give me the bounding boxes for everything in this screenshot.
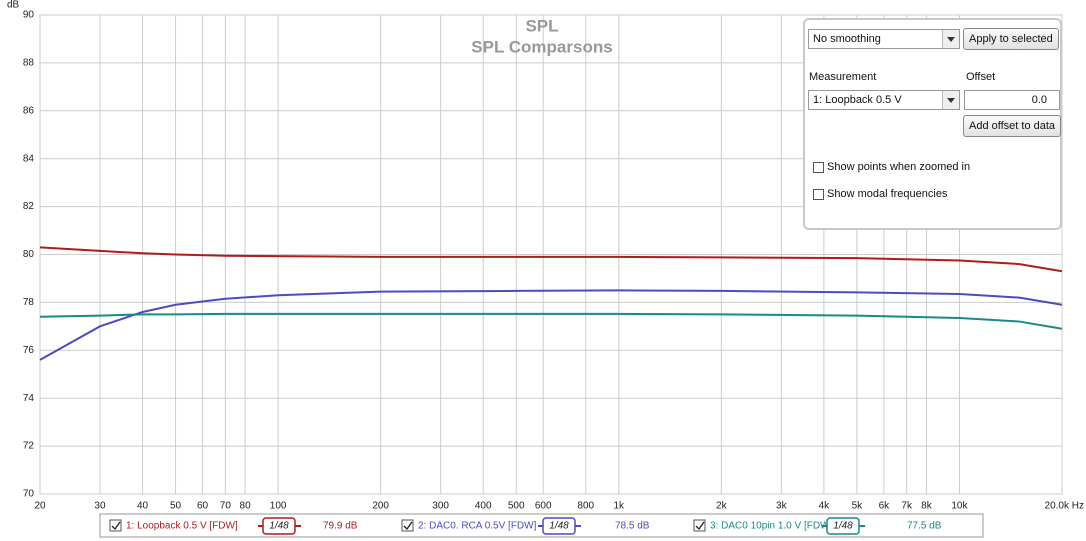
- x-tick-label: 3k: [776, 501, 788, 512]
- line-series: [39, 289, 1063, 361]
- x-tick-label: 40: [137, 501, 149, 512]
- y-tick-label: 72: [23, 441, 35, 452]
- x-tick-label: 6k: [879, 501, 891, 512]
- control-panel: No smoothing Apply to selected Measureme…: [803, 18, 1062, 230]
- x-tick-label: 20: [34, 501, 46, 512]
- y-tick-label: 70: [23, 489, 35, 500]
- y-tick-label: 82: [23, 201, 35, 212]
- y-tick-label: 86: [23, 105, 35, 116]
- x-tick-label: 10k: [951, 501, 968, 512]
- dropdown-text: No smoothing: [813, 33, 881, 45]
- x-tick-label: 20.0k Hz: [1045, 501, 1084, 512]
- legend-value: 78.5 dB: [615, 521, 650, 532]
- legend-check: [403, 521, 413, 531]
- legend-label: 3: DAC0 10pin 1.0 V [FDW]: [710, 521, 832, 532]
- x-tick-label: 800: [577, 501, 594, 512]
- legend-smoothing-box: [542, 517, 576, 535]
- dropdown-text: 1: Loopback 0.5 V: [813, 94, 902, 106]
- legend-checkbox: [109, 519, 122, 532]
- x-tick-label: 500: [508, 501, 525, 512]
- legend-checkbox: [693, 519, 706, 532]
- offset-input[interactable]: 0.0: [964, 90, 1060, 110]
- apply-button[interactable]: Apply to selected: [963, 28, 1059, 50]
- x-tick-label: 30: [94, 501, 106, 512]
- x-tick-label: 60: [197, 501, 209, 512]
- line-series: [39, 246, 1063, 273]
- legend-label: 2: DAC0. RCA 0.5V [FDW]: [418, 521, 537, 532]
- checkbox[interactable]: [813, 162, 824, 173]
- y-tick-label: 78: [23, 297, 35, 308]
- x-tick-label: 300: [432, 501, 449, 512]
- y-tick-label: 76: [23, 345, 35, 356]
- legend-value: 79.9 dB: [323, 521, 358, 532]
- legend-smoothing: 1/48: [549, 521, 569, 532]
- x-tick-label: 2k: [716, 501, 728, 512]
- x-tick-label: 7k: [901, 501, 913, 512]
- measurement-dropdown[interactable]: 1: Loopback 0.5 V: [808, 90, 960, 110]
- legend-value: 77.5 dB: [907, 521, 942, 532]
- dropdown-arrow: [942, 91, 959, 109]
- y-axis-label: dB: [7, 0, 20, 11]
- chart-subtitle: SPL Comparsons: [471, 37, 612, 56]
- y-tick-label: 88: [23, 58, 35, 69]
- line-series: [39, 312, 1063, 330]
- y-tick-label: 84: [23, 153, 35, 164]
- x-tick-label: 1k: [614, 501, 626, 512]
- legend-check: [695, 521, 705, 531]
- dropdown-arrow: [942, 30, 959, 48]
- x-tick-label: 80: [240, 501, 252, 512]
- x-tick-label: 8k: [921, 501, 933, 512]
- checkbox[interactable]: [813, 189, 824, 200]
- y-tick-label: 74: [23, 393, 35, 404]
- x-tick-label: 200: [372, 501, 389, 512]
- x-tick-label: 400: [475, 501, 492, 512]
- x-tick-label: 4k: [819, 501, 831, 512]
- y-tick-label: 90: [23, 10, 35, 21]
- offset-label: Offset: [966, 71, 996, 83]
- legend-checkbox: [401, 519, 414, 532]
- measurement-label: Measurement: [809, 71, 877, 83]
- legend-smoothing: 1/48: [833, 521, 853, 532]
- x-tick-label: 50: [170, 501, 182, 512]
- y-tick-label: 80: [23, 249, 35, 260]
- legend-label: 1: Loopback 0.5 V [FDW]: [126, 521, 238, 532]
- chart-title: SPL: [525, 16, 558, 35]
- x-tick-label: 70: [220, 501, 232, 512]
- smoothing-dropdown[interactable]: No smoothing: [808, 29, 960, 49]
- offset-button[interactable]: Add offset to data: [963, 115, 1062, 137]
- checkbox-label: Show modal frequencies: [827, 188, 948, 200]
- checkbox-label: Show points when zoomed in: [827, 161, 971, 173]
- x-tick-label: 600: [535, 501, 552, 512]
- x-tick-label: 5k: [852, 501, 864, 512]
- legend-smoothing: 1/48: [269, 521, 289, 532]
- legend-smoothing-box: [262, 517, 296, 535]
- x-tick-label: 100: [270, 501, 287, 512]
- legend-check: [111, 521, 121, 531]
- legend-smoothing-box: [826, 517, 860, 535]
